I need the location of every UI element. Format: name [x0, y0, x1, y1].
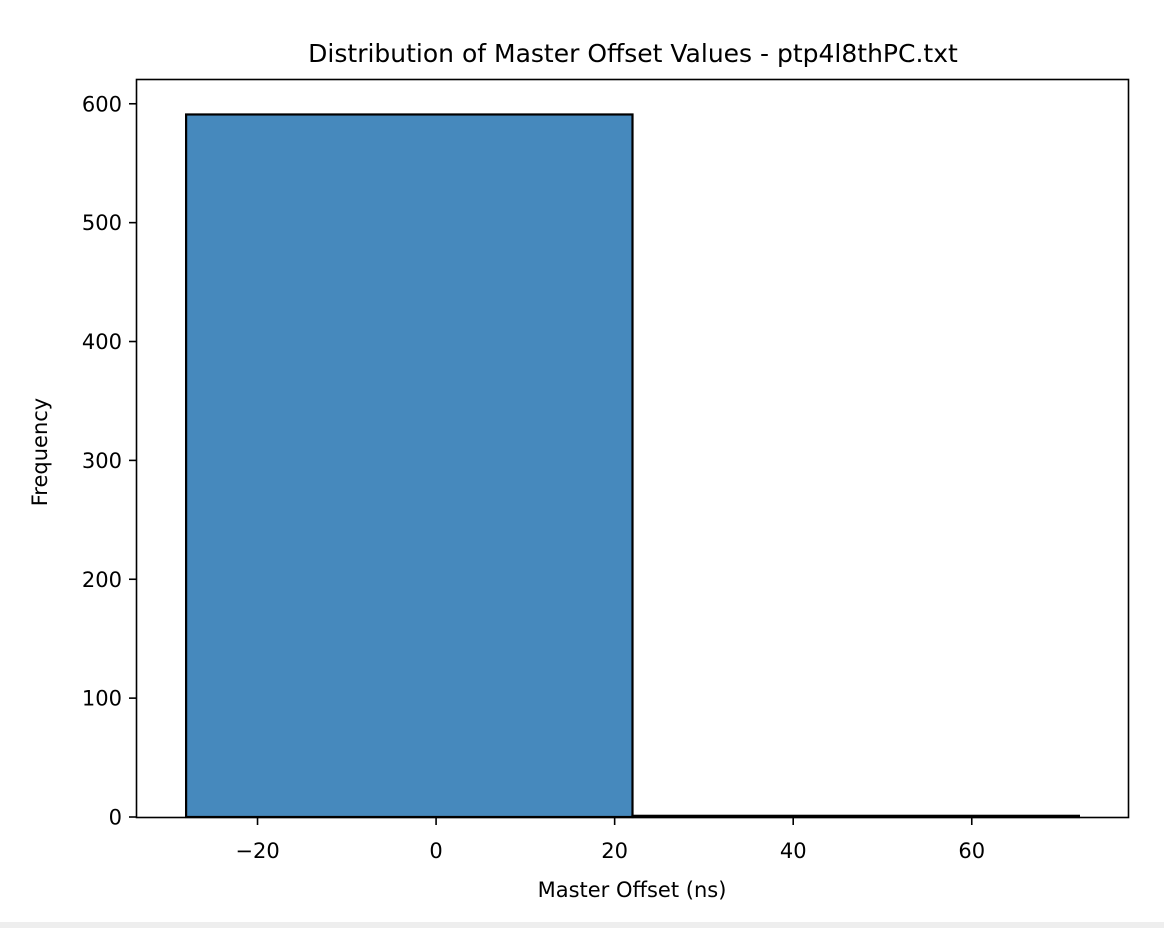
y-tick-label: 200 [82, 568, 122, 592]
plot-frame [135, 78, 1130, 819]
x-tick-label: 60 [958, 839, 985, 863]
y-axis: 0 100 200 300 400 500 600 [82, 92, 137, 830]
chart-title: Distribution of Master Offset Values - p… [308, 39, 958, 68]
y-tick-label: 100 [82, 687, 122, 711]
y-tick-label: 0 [109, 806, 122, 830]
x-tick-label: 40 [780, 839, 807, 863]
x-axis: −20 0 20 40 60 [235, 817, 985, 863]
y-tick-label: 500 [82, 211, 122, 235]
x-axis-label: Master Offset (ns) [538, 878, 727, 902]
y-tick-label: 400 [82, 330, 122, 354]
histogram-bar-0 [185, 113, 634, 819]
y-tick-label: 600 [82, 92, 122, 116]
bars-layer [185, 113, 1080, 819]
y-axis-label: Frequency [28, 398, 52, 507]
x-tick-label: 0 [429, 839, 442, 863]
x-tick-label: −20 [235, 839, 279, 863]
y-tick-label: 300 [82, 449, 122, 473]
x-tick-label: 20 [601, 839, 628, 863]
bottom-strip [0, 922, 1164, 928]
